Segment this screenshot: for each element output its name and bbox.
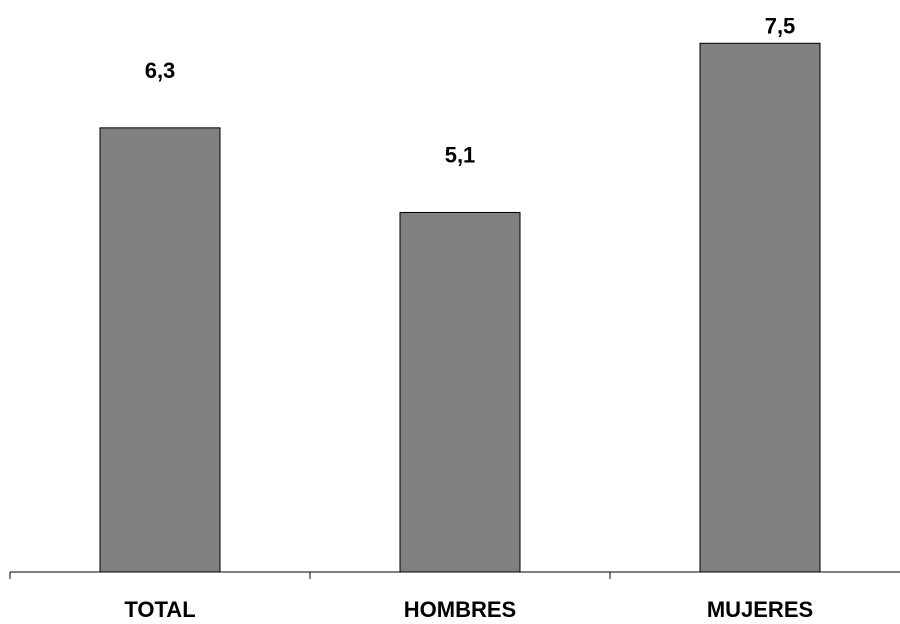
category-label-mujeres: MUJERES xyxy=(707,597,813,622)
bar-mujeres xyxy=(699,42,821,573)
x-axis-ticks xyxy=(9,572,611,579)
value-labels-group: 6,3 5,1 7,5 xyxy=(145,13,796,167)
category-labels-group: TOTAL HOMBRES MUJERES xyxy=(124,597,813,622)
value-label-mujeres: 7,5 xyxy=(765,13,796,38)
value-label-hombres: 5,1 xyxy=(445,142,476,167)
category-label-hombres: HOMBRES xyxy=(404,597,516,622)
category-label-total: TOTAL xyxy=(124,597,195,622)
bar-hombres xyxy=(399,211,521,573)
bars-group xyxy=(99,42,821,573)
bar-total xyxy=(99,127,221,573)
value-label-total: 6,3 xyxy=(145,58,176,83)
